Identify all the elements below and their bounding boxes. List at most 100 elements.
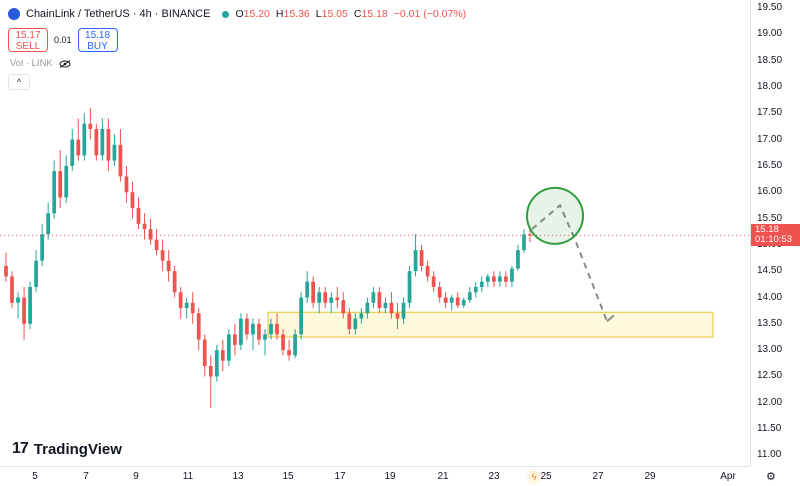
- price-tick-label: 15.50: [757, 212, 783, 224]
- spread-value: 0.01: [54, 35, 72, 45]
- buy-button[interactable]: 15.18 BUY: [77, 28, 118, 52]
- candle-body: [257, 323, 261, 340]
- candle-body: [329, 297, 334, 303]
- candle-countdown: 01:10:53: [755, 234, 792, 246]
- price-tick-label: 16.00: [757, 186, 783, 198]
- candle-body: [491, 276, 496, 282]
- ohlc-values: O15.20 H15.36 L15.05 C15.18 −0.01 (−0.07…: [235, 8, 467, 20]
- candle-body: [245, 318, 249, 335]
- price-tick-label: 14.00: [757, 291, 783, 303]
- candle-body: [377, 292, 382, 309]
- candle-body: [437, 286, 442, 298]
- price-tick-label: 17.00: [757, 133, 783, 145]
- time-tick-label: 5: [32, 471, 38, 482]
- candle-body: [504, 276, 508, 282]
- time-tick-label: 15: [282, 471, 294, 482]
- volume-label: Vol · LINK: [10, 58, 53, 69]
- price-tick-label: 17.50: [757, 107, 783, 119]
- candle-body: [70, 139, 75, 166]
- candle-body: [226, 334, 231, 361]
- buy-label: BUY: [87, 41, 108, 52]
- candle-body: [184, 302, 189, 309]
- time-axis[interactable]: 5 7 9 11 13 15 17 19 21 23 25 27 29 Apr ϟ ⚙: [0, 466, 776, 486]
- candle-body: [220, 350, 225, 361]
- candle-body: [522, 234, 526, 251]
- candle-body: [40, 234, 45, 261]
- current-price-value: 15.18: [755, 224, 779, 236]
- candle-body: [106, 129, 111, 161]
- candle-body: [498, 276, 502, 282]
- candle-body: [323, 292, 328, 303]
- sell-button[interactable]: 15.17 SELL: [8, 28, 48, 52]
- candle-body: [528, 234, 532, 236]
- candle-body: [76, 139, 81, 156]
- candle-body: [293, 334, 297, 356]
- candle-body: [413, 250, 418, 272]
- candle-body: [148, 229, 153, 240]
- candlestick-chart[interactable]: [0, 0, 750, 466]
- candle-body: [136, 207, 141, 224]
- candle-body: [353, 318, 358, 330]
- candle-body: [160, 250, 165, 261]
- candle-body: [88, 123, 93, 130]
- highlight-circle: [526, 186, 584, 245]
- candle-body: [46, 213, 51, 235]
- price-tick-label: 11.50: [757, 423, 782, 435]
- time-tick-label: Apr: [720, 471, 736, 482]
- candle-body: [317, 292, 322, 303]
- candle-body: [10, 276, 14, 303]
- candle-body: [22, 297, 26, 324]
- chart-area[interactable]: ChainLink / TetherUS · 4h · BINANCE O15.…: [0, 0, 750, 466]
- candle-body: [130, 192, 135, 208]
- time-tick-label: 25: [540, 471, 552, 482]
- volume-legend[interactable]: Vol · LINK: [10, 58, 71, 69]
- candle-body: [208, 365, 213, 377]
- candle-body: [516, 250, 520, 269]
- candle-body: [443, 297, 448, 303]
- time-tick-label: 23: [488, 471, 500, 482]
- candle-body: [449, 297, 454, 303]
- sell-price: 15.17: [15, 30, 41, 41]
- candle-body: [431, 276, 436, 287]
- market-status-icon: [222, 10, 230, 18]
- chart-header: ChainLink / TetherUS · 4h · BINANCE O15.…: [8, 8, 466, 20]
- brand-name: TradingView: [33, 440, 122, 458]
- candle-body: [479, 281, 484, 287]
- candle-body: [196, 313, 201, 340]
- candle-body: [233, 334, 237, 345]
- candle-body: [112, 144, 117, 161]
- time-tick-label: 9: [133, 471, 139, 482]
- candle-body: [365, 302, 370, 314]
- time-tick-label: 19: [384, 471, 396, 482]
- candle-body: [275, 323, 279, 335]
- candle-body: [154, 239, 159, 251]
- candle-body: [52, 171, 57, 214]
- settings-gear-icon[interactable]: ⚙: [766, 471, 776, 483]
- tradingview-mark-icon: 17: [12, 440, 29, 457]
- time-tick-label: 7: [83, 471, 89, 482]
- candle-body: [118, 144, 123, 177]
- eye-hidden-icon[interactable]: [59, 59, 71, 68]
- symbol-title[interactable]: ChainLink / TetherUS · 4h · BINANCE: [26, 8, 211, 20]
- candle-body: [371, 292, 376, 303]
- time-tick-label: 17: [334, 471, 346, 482]
- price-tick-label: 18.50: [757, 54, 783, 66]
- candle-body: [58, 171, 63, 198]
- collapse-legend-button[interactable]: ^: [8, 74, 30, 90]
- candle-body: [347, 313, 352, 330]
- price-tick-label: 14.50: [757, 265, 783, 277]
- candle-body: [287, 350, 291, 356]
- candle-body: [100, 129, 105, 156]
- candle-body: [263, 334, 267, 340]
- tradingview-logo: 17 TradingView: [12, 440, 122, 458]
- price-tick-label: 16.50: [757, 159, 783, 171]
- time-tick-label: 21: [437, 471, 449, 482]
- candle-body: [251, 323, 255, 335]
- buy-price: 15.18: [85, 30, 111, 41]
- price-axis[interactable]: 19.50 19.00 18.50 18.00 17.50 17.00 16.50 16.00…: [750, 0, 800, 466]
- event-marker-icon[interactable]: ϟ: [527, 470, 541, 484]
- candle-body: [94, 129, 99, 156]
- candle-body: [359, 313, 364, 319]
- candle-body: [16, 297, 20, 303]
- time-tick-label: 11: [182, 471, 194, 482]
